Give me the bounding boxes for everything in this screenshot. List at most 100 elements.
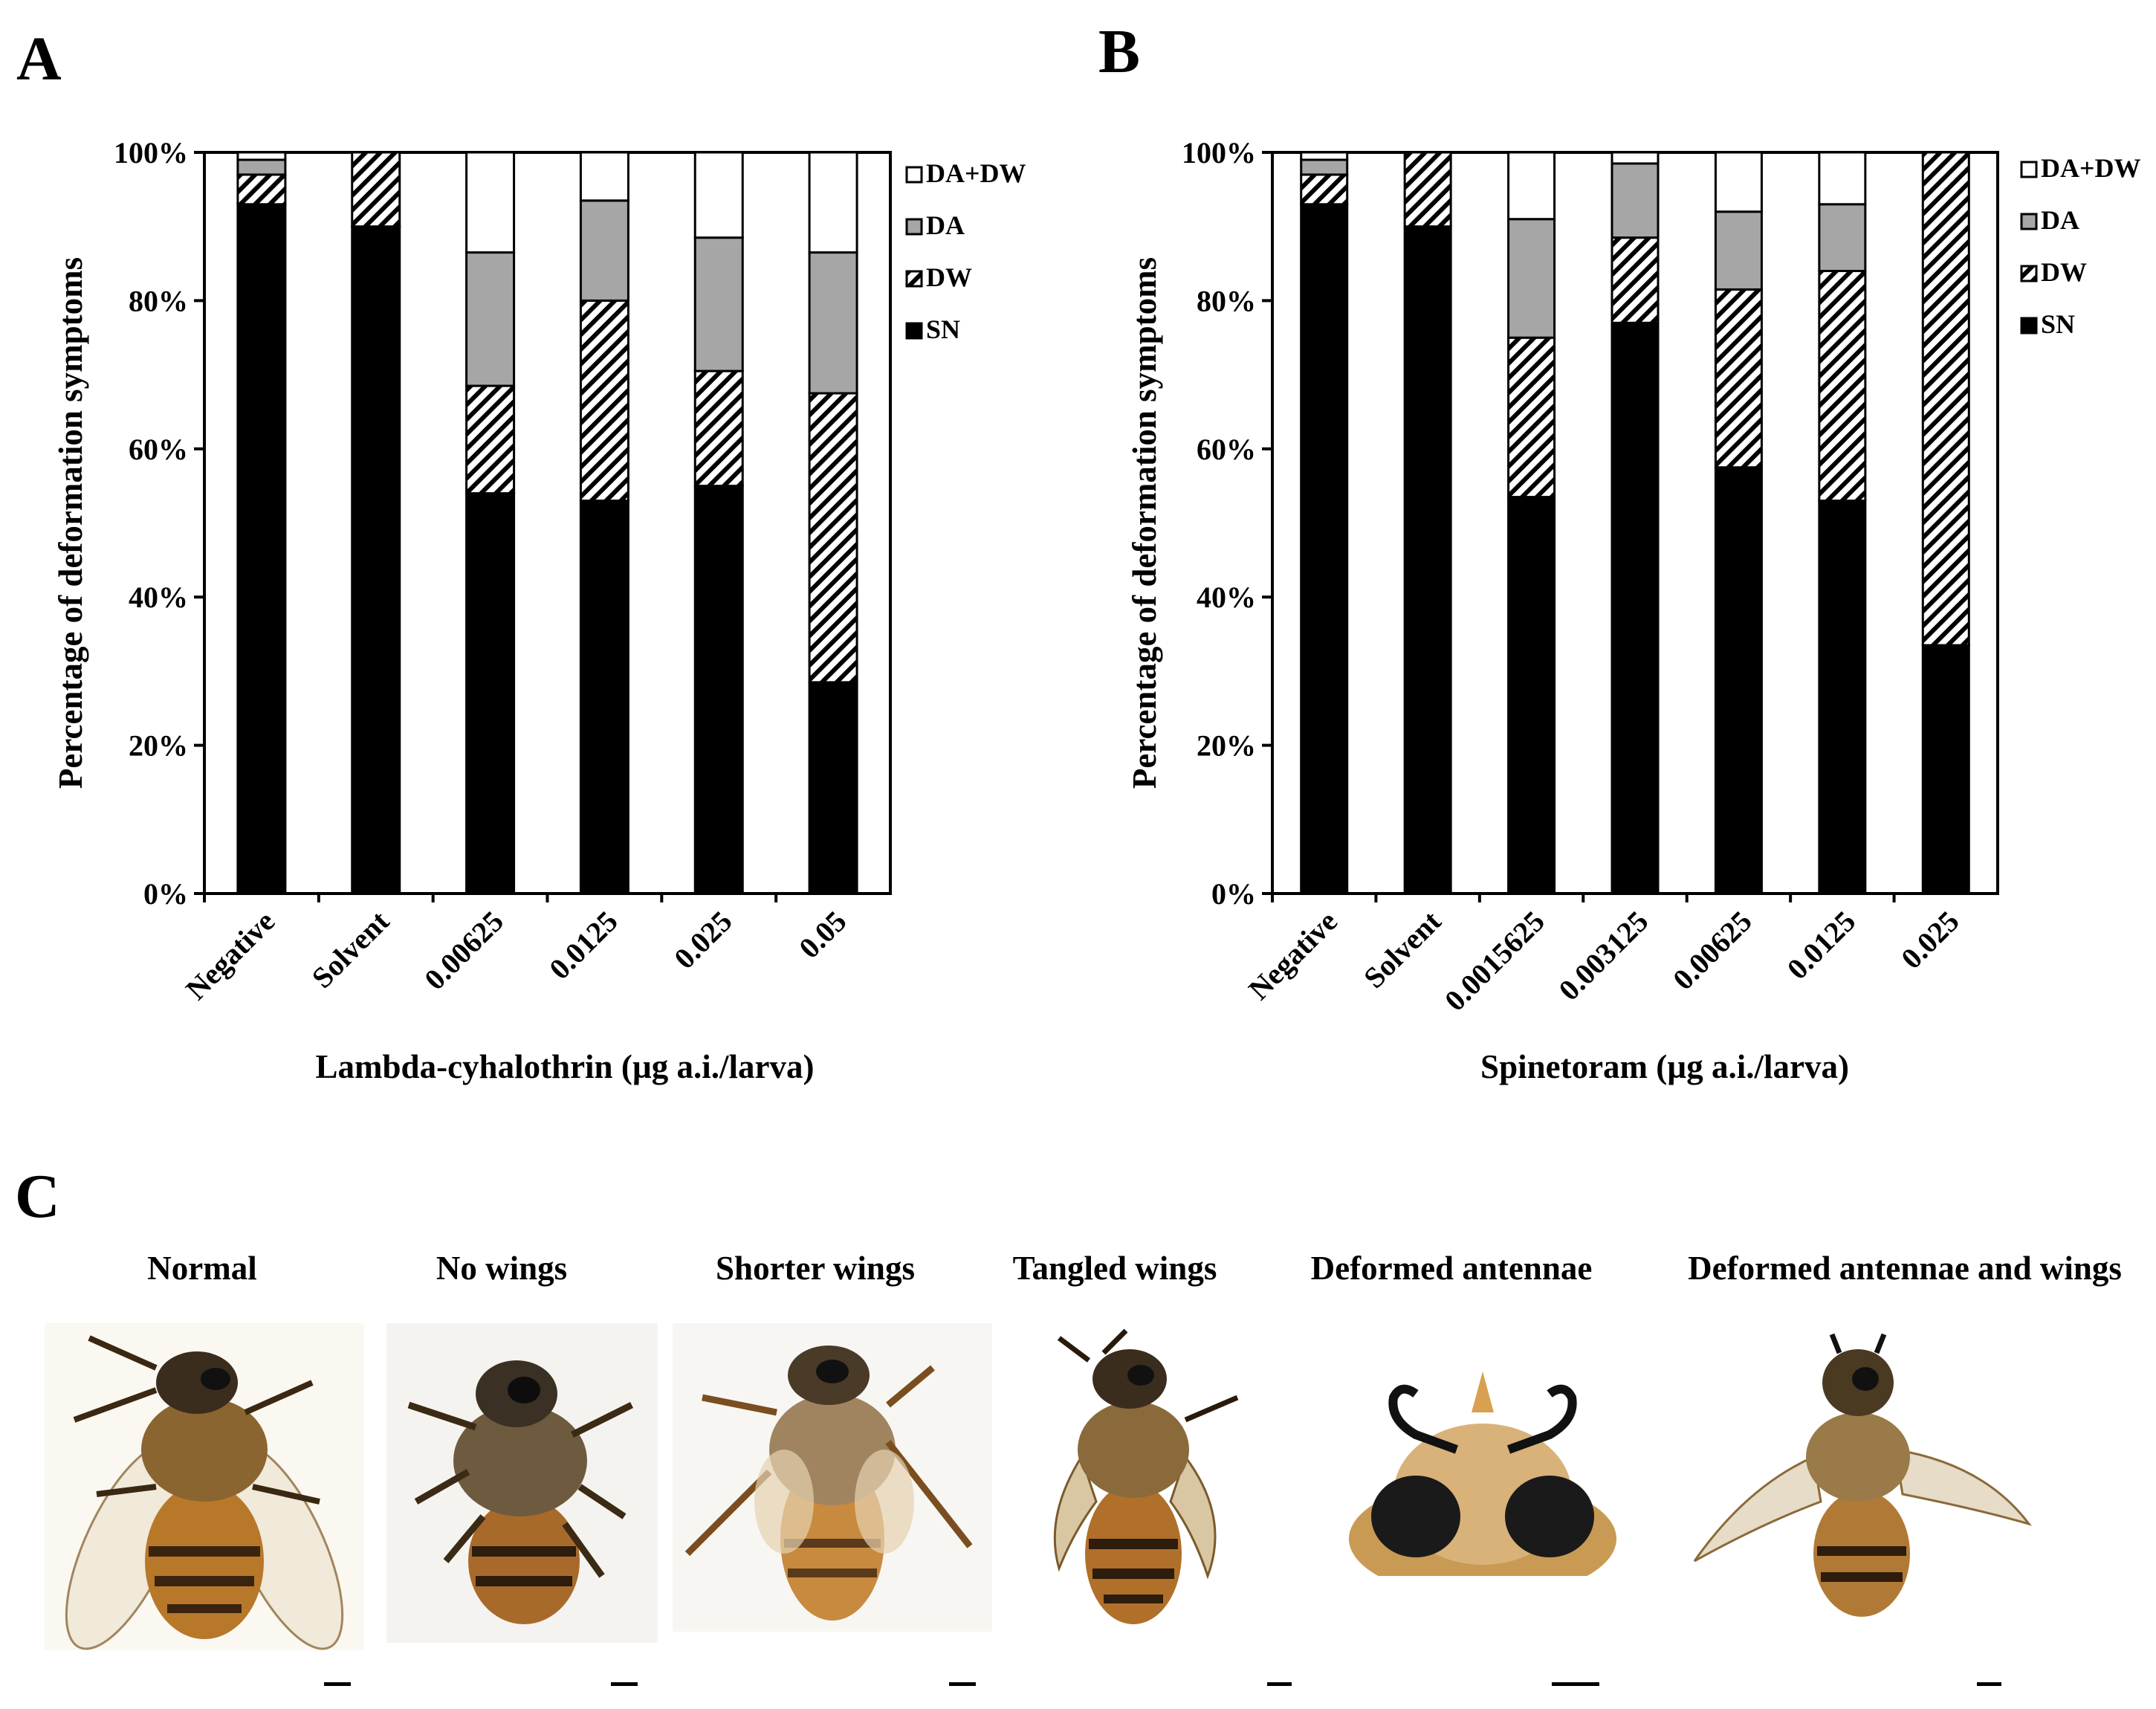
chart-a-legend-label: DW bbox=[926, 262, 972, 292]
chart-a-xtick-label: 0.025 bbox=[667, 905, 738, 975]
chart-a-legend-swatch-dw bbox=[905, 270, 923, 288]
chart-b-bar-da-dw-3 bbox=[1610, 151, 1660, 165]
chart-b-xtick-label: 0.025 bbox=[1894, 905, 1965, 975]
chart-a-legend-label: DA+DW bbox=[926, 158, 1026, 188]
honeybee-deformed-antennae-photo bbox=[1345, 1368, 1620, 1576]
chart-b-bar-da-5 bbox=[1818, 203, 1867, 273]
chart-a-bar-da-3 bbox=[579, 199, 629, 302]
honeybee-tangled-wings-photo bbox=[1014, 1323, 1252, 1635]
chart-a-bar-dw-0 bbox=[236, 173, 287, 206]
scale-bar-no-wings bbox=[611, 1682, 638, 1686]
chart-a-bar-dw-5 bbox=[808, 392, 858, 684]
scale-bar-deformed-antennae-wings bbox=[1977, 1682, 2001, 1686]
chart-a-ytick-label: 20% bbox=[129, 729, 188, 763]
chart-a-xtick-label: Solvent bbox=[305, 904, 396, 995]
chart-a-xtick-label: 0.0125 bbox=[543, 905, 624, 986]
honeybee-shorter-wings-photo bbox=[673, 1323, 992, 1632]
chart-a-bar-dw-3 bbox=[579, 299, 629, 503]
chart-b-bar-sn-3 bbox=[1610, 321, 1660, 895]
chart-b-xtick-label: 0.0125 bbox=[1781, 905, 1862, 986]
chart-b-bar-dw-2 bbox=[1507, 336, 1556, 499]
chart-b-bar-sn-6 bbox=[1921, 644, 1970, 895]
chart-b-bar-dw-3 bbox=[1610, 236, 1660, 324]
photo-label-normal: Normal bbox=[147, 1250, 257, 1287]
chart-b-bar-da-3 bbox=[1610, 162, 1660, 239]
chart-b-ytick-label: 60% bbox=[1197, 433, 1256, 466]
chart-b-bar-sn-4 bbox=[1714, 466, 1763, 895]
chart-a-bar-da-dw-2 bbox=[465, 151, 516, 254]
honeybee-normal-photo bbox=[45, 1323, 364, 1650]
chart-b-xtick-label: Negative bbox=[1242, 905, 1344, 1007]
chart-b-legend-swatch-da bbox=[2020, 213, 2038, 230]
chart-a-ytick-label: 100% bbox=[114, 136, 188, 169]
chart-a-bar-sn-2 bbox=[465, 492, 516, 895]
chart-b-xtick-label: 0.00625 bbox=[1666, 905, 1758, 997]
chart-a-bar-dw-4 bbox=[693, 369, 744, 488]
chart-b-ytick-label: 20% bbox=[1197, 729, 1256, 763]
honeybee-deformed-antennae-wings-photo bbox=[1680, 1331, 2051, 1628]
photo-label-tangled-wings: Tangled wings bbox=[1012, 1250, 1217, 1287]
chart-b-xlabel: Spinetoram (µg a.i./larva) bbox=[1480, 1048, 1849, 1085]
chart-a-legend-swatch-sn bbox=[905, 322, 923, 340]
chart-b-xtick-label: 0.003125 bbox=[1552, 905, 1654, 1007]
chart-b-ytick-label: 40% bbox=[1197, 581, 1256, 614]
chart-b-bar-sn-5 bbox=[1818, 500, 1867, 895]
chart-b-bar-da-4 bbox=[1714, 210, 1763, 291]
chart-a-bar-da-5 bbox=[808, 251, 858, 395]
chart-b-bar-da-dw-4 bbox=[1714, 151, 1763, 213]
chart-b-bar-sn-0 bbox=[1300, 203, 1349, 895]
chart-b-legend-swatch-da-dw bbox=[2020, 161, 2038, 178]
chart-b-ytick-label: 0% bbox=[1211, 877, 1256, 911]
chart-a-ytick-label: 60% bbox=[129, 433, 188, 466]
photo-label-deformed-antennae-wings: Deformed antennae and wings bbox=[1688, 1250, 2122, 1287]
chart-a-legend-swatch-da-dw bbox=[905, 166, 923, 184]
chart-a-bar-da-0 bbox=[236, 158, 287, 176]
photo-label-deformed-antennae: Deformed antennae bbox=[1310, 1250, 1593, 1287]
chart-b-bar-sn-1 bbox=[1403, 225, 1452, 895]
chart-a-bar-da-2 bbox=[465, 251, 516, 387]
chart-a-bar-da-dw-3 bbox=[579, 151, 629, 202]
chart-b-bar-dw-5 bbox=[1818, 270, 1867, 503]
chart-b-legend-label: DA bbox=[2041, 205, 2079, 235]
scale-bar-shorter-wings bbox=[949, 1682, 976, 1686]
chart-a-bar-dw-2 bbox=[465, 384, 516, 495]
chart-b-bar-da-dw-0 bbox=[1300, 151, 1349, 161]
chart-a-legend-label: SN bbox=[926, 314, 960, 344]
chart-b-legend-label: DA+DW bbox=[2041, 153, 2141, 183]
scale-bar-tangled-wings bbox=[1267, 1682, 1292, 1686]
chart-a-bar-da-dw-4 bbox=[693, 151, 744, 239]
chart-a-bar-sn-0 bbox=[236, 203, 287, 895]
photo-label-no-wings: No wings bbox=[436, 1250, 568, 1287]
panel-label-c: C bbox=[15, 1162, 60, 1231]
chart-b-ylabel: Percentage of deformation symptoms bbox=[1126, 257, 1163, 789]
chart-b-legend-swatch-dw bbox=[2020, 265, 2038, 282]
chart-a-xtick-label: 0.05 bbox=[792, 905, 852, 965]
chart-a-xtick-label: 0.00625 bbox=[418, 905, 510, 997]
chart-b-legend-swatch-sn bbox=[2020, 317, 2038, 335]
chart-b-bar-dw-0 bbox=[1300, 173, 1349, 206]
chart-a-legend-swatch-da bbox=[905, 218, 923, 236]
chart-a-bar-da-dw-5 bbox=[808, 151, 858, 254]
chart-a-bar-da-dw-0 bbox=[236, 151, 287, 161]
chart-b-bar-da-dw-5 bbox=[1818, 151, 1867, 206]
chart-b-bar-dw-6 bbox=[1921, 151, 1970, 647]
chart-b-xtick-label: 0.0015625 bbox=[1438, 905, 1551, 1018]
chart-a-ylabel: Percentage of deformation symptoms bbox=[52, 257, 89, 789]
scale-bar-normal bbox=[324, 1682, 351, 1686]
chart-a-plot-area bbox=[203, 151, 892, 895]
chart-a-ytick-label: 80% bbox=[129, 284, 188, 317]
chart-a-xlabel: Lambda-cyhalothrin (µg a.i./larva) bbox=[316, 1048, 815, 1085]
chart-a-bar-sn-5 bbox=[808, 681, 858, 895]
scale-bar-deformed-antennae bbox=[1552, 1682, 1599, 1686]
chart-a-bar-sn-1 bbox=[351, 225, 401, 895]
chart-b-bar-dw-1 bbox=[1403, 151, 1452, 228]
photo-label-shorter-wings: Shorter wings bbox=[716, 1250, 915, 1287]
chart-b-bar-da-0 bbox=[1300, 158, 1349, 176]
chart-a-ytick-label: 0% bbox=[143, 877, 188, 911]
chart-a-bar-da-4 bbox=[693, 236, 744, 372]
chart-b-ytick-label: 100% bbox=[1182, 136, 1256, 169]
chart-a-bar-sn-4 bbox=[693, 485, 744, 895]
chart-b-bar-sn-2 bbox=[1507, 496, 1556, 895]
chart-b-xtick-label: Solvent bbox=[1357, 904, 1448, 995]
chart-a-ytick-label: 40% bbox=[129, 581, 188, 614]
